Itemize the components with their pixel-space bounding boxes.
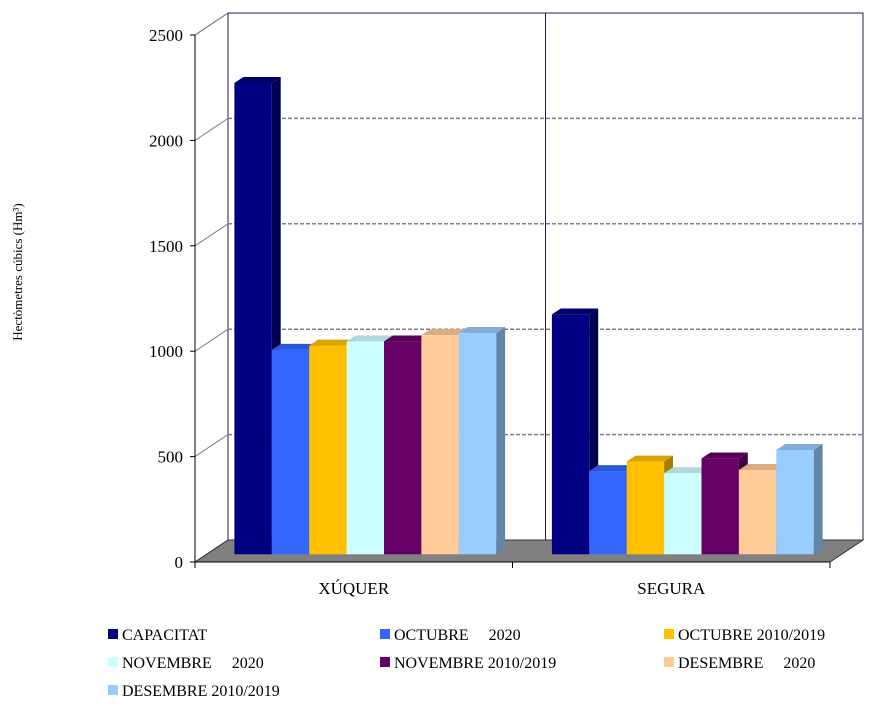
bar-chart: 0 500 1000 1500 2000 2500 XÚQUER SEGURA Hectòme…	[10, 12, 865, 598]
legend-label: CAPACITAT	[122, 627, 208, 644]
legend-swatch	[664, 657, 674, 667]
legend-label: NOVEMBRE 2020	[122, 655, 264, 672]
legend-swatch	[108, 685, 118, 695]
gridline-side	[194, 117, 229, 141]
legend-swatch	[380, 657, 390, 667]
legend-swatch	[380, 629, 390, 639]
legend-label: DESEMBRE 2020	[678, 655, 816, 672]
legend-item: OCTUBRE 2010/2019	[664, 626, 825, 646]
legend-swatch	[108, 657, 118, 667]
legend-item: NOVEMBRE 2020	[108, 654, 264, 674]
legend-label: OCTUBRE 2010/2019	[678, 627, 826, 644]
legend-item: CAPACITAT	[108, 626, 207, 646]
legend-item: DESEMBRE 2020	[664, 654, 815, 674]
legend-item: OCTUBRE 2020	[380, 626, 521, 646]
legend-label: NOVEMBRE 2010/2019	[394, 655, 557, 672]
bar-xúquer-series-7	[458, 327, 506, 555]
legend-swatch	[108, 629, 118, 639]
x-tick-label-xúquer: XÚQUER	[318, 579, 389, 598]
bar-xúquer-series-5	[384, 335, 431, 555]
legend-item: NOVEMBRE 2010/2019	[380, 654, 556, 674]
gridline-side	[194, 12, 229, 36]
side-wall	[194, 12, 229, 563]
legend-item: DESEMBRE 2010/2019	[108, 682, 280, 702]
legend-swatch	[664, 629, 674, 639]
y-tick-label: 1000	[149, 342, 183, 361]
x-tick-label-segura: SEGURA	[637, 579, 706, 598]
y-tick-label: 2500	[149, 26, 183, 45]
legend-label: OCTUBRE 2020	[394, 627, 521, 644]
bar-segura-series-1	[551, 308, 599, 555]
gridline-side	[194, 223, 229, 247]
y-tick-label: 1500	[149, 237, 183, 256]
bar-segura-series-7	[776, 444, 823, 555]
gridlines	[194, 12, 863, 540]
gridline-side	[194, 434, 229, 458]
bars	[234, 77, 823, 555]
legend: CAPACITAT OCTUBRE 2020 OCTUBRE 2010/2019 NO…	[108, 626, 880, 706]
y-tick-label: 2000	[149, 131, 183, 150]
axes: 0 500 1000 1500 2000 2500 XÚQUER SEGURA	[149, 26, 831, 598]
y-axis-label: Hectòmetres cúbics (Hm³)	[10, 203, 25, 340]
y-tick-label: 500	[158, 448, 184, 467]
gridline-side	[194, 328, 229, 352]
y-tick-label: 0	[175, 553, 184, 572]
legend-label: DESEMBRE 2010/2019	[122, 683, 280, 700]
